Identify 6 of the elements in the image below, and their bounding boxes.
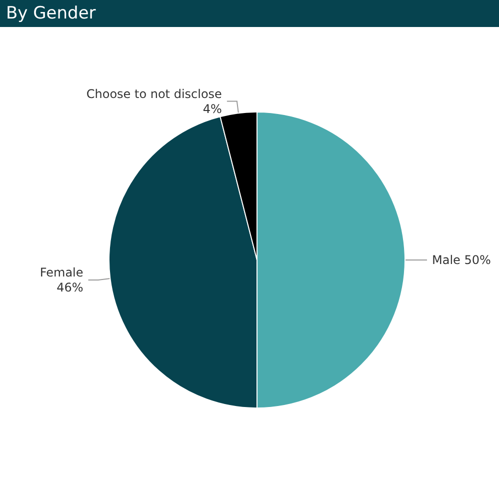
slice-label: Male 50% [432, 253, 491, 267]
data-label: 46% [56, 280, 84, 295]
data-label: 4% [202, 102, 222, 116]
slice-label: Female [40, 266, 84, 280]
slice-label: Choose to not disclose [86, 86, 222, 101]
chart-title: By Gender [6, 4, 96, 24]
